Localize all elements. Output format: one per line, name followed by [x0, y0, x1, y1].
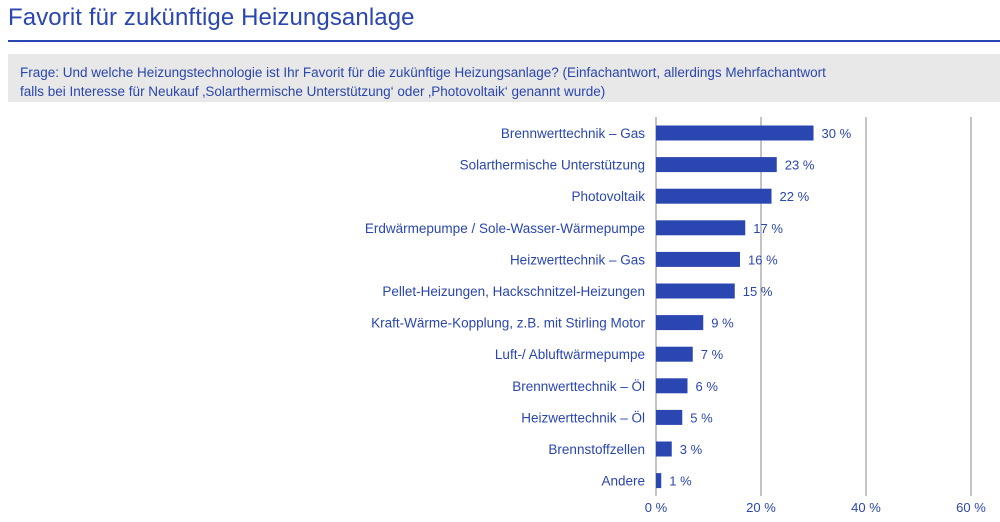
bar — [656, 473, 662, 489]
bar — [656, 283, 735, 299]
question-line-1: Frage: Und welche Heizungstechnologie is… — [20, 65, 826, 80]
bar — [656, 441, 672, 457]
category-label: Solarthermische Unterstützung — [460, 158, 645, 173]
category-label: Andere — [601, 474, 645, 489]
value-label: 5 % — [690, 410, 713, 425]
bar — [656, 125, 814, 141]
bar — [656, 346, 693, 362]
category-label: Brennwerttechnik – Gas — [501, 126, 645, 141]
bar — [656, 157, 777, 173]
value-label: 1 % — [669, 474, 692, 489]
page-title: Favorit für zukünftige Heizungsanlage — [8, 4, 415, 31]
category-label: Brennwerttechnik – Öl — [512, 379, 645, 394]
category-label: Heizwerttechnik – Öl — [521, 410, 645, 425]
x-tick-label: 0 % — [645, 500, 668, 515]
title-rule — [8, 40, 1000, 42]
value-label: 17 % — [753, 221, 783, 236]
bar — [656, 188, 772, 204]
category-label: Brennstoffzellen — [548, 442, 645, 457]
value-label: 30 % — [822, 126, 852, 141]
question-box: Frage: Und welche Heizungstechnologie is… — [8, 54, 1000, 102]
bar — [656, 315, 704, 331]
category-label: Photovoltaik — [571, 189, 645, 204]
bar — [656, 378, 688, 394]
value-label: 6 % — [696, 379, 719, 394]
x-tick-label: 40 % — [851, 500, 881, 515]
bar — [656, 251, 740, 267]
x-tick-label: 20 % — [746, 500, 776, 515]
bar — [656, 220, 746, 236]
value-label: 3 % — [680, 442, 703, 457]
category-label: Heizwerttechnik – Gas — [510, 252, 645, 267]
category-label: Erdwärmepumpe / Sole-Wasser-Wärmepumpe — [365, 221, 645, 236]
question-line-2: falls bei Interesse für Neukauf ‚Solarth… — [20, 84, 606, 99]
category-label: Luft-/ Abluftwärmepumpe — [495, 347, 645, 362]
value-label: 16 % — [748, 252, 778, 267]
category-label: Pellet-Heizungen, Hackschnitzel-Heizunge… — [382, 284, 645, 299]
value-label: 9 % — [711, 316, 734, 331]
value-label: 23 % — [785, 158, 815, 173]
value-label: 7 % — [701, 347, 724, 362]
x-tick-label: 60 % — [956, 500, 986, 515]
category-label: Kraft-Wärme-Kopplung, z.B. mit Stirling … — [371, 316, 645, 331]
value-label: 22 % — [780, 189, 810, 204]
value-label: 15 % — [743, 284, 773, 299]
bar — [656, 409, 683, 425]
